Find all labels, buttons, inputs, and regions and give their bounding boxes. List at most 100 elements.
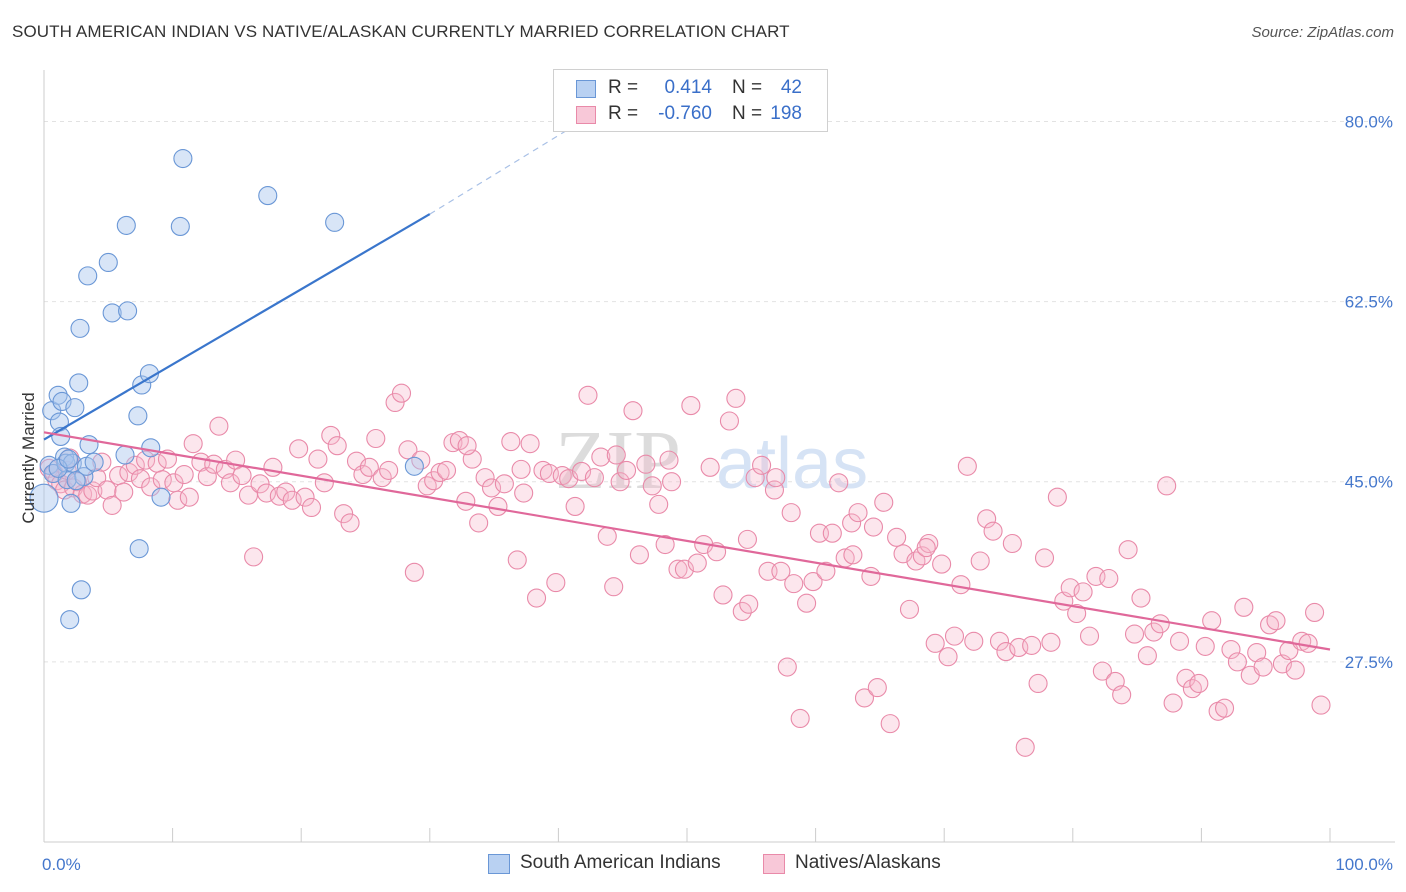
natives-alaskans-point xyxy=(1022,635,1042,655)
natives-alaskans-point xyxy=(1234,597,1254,617)
natives-alaskans-point xyxy=(1092,661,1112,681)
natives-alaskans-point xyxy=(854,688,875,708)
natives-alaskans-point xyxy=(1202,611,1222,631)
south-american-indians-point xyxy=(151,487,171,507)
natives-alaskans-point xyxy=(687,553,707,573)
natives-alaskans-point xyxy=(700,457,720,477)
natives-alaskans-point xyxy=(398,440,418,460)
natives-alaskans-point xyxy=(784,574,804,594)
legend-row-south-american-indians: R = 0.414 N = 42 xyxy=(554,75,827,101)
natives-alaskans-point xyxy=(1182,679,1202,699)
natives-alaskans-point xyxy=(295,487,315,507)
natives-alaskans-point xyxy=(1067,603,1087,624)
natives-alaskans-point xyxy=(183,434,203,454)
natives-alaskans-point xyxy=(578,385,598,405)
natives-alaskans-point xyxy=(1047,487,1067,507)
natives-alaskans-point xyxy=(604,577,624,597)
natives-alaskans-point xyxy=(771,561,791,581)
natives-alaskans-point xyxy=(1169,631,1190,651)
natives-alaskans-point xyxy=(366,428,386,449)
natives-alaskans-point xyxy=(629,545,649,565)
natives-alaskans-point xyxy=(790,708,810,729)
natives-alaskans-point xyxy=(168,490,188,510)
natives-alaskans-point xyxy=(880,714,900,734)
natives-alaskans-point xyxy=(944,626,965,646)
south-american-indians-point xyxy=(61,493,81,513)
natives-alaskans-point xyxy=(1305,602,1325,623)
natives-alaskans-point xyxy=(636,454,656,474)
natives-alaskans-point xyxy=(494,474,514,494)
x-tick-label: 0.0% xyxy=(42,855,81,874)
natives-alaskans-point xyxy=(526,588,547,608)
natives-alaskans-point xyxy=(983,521,1003,541)
south-american-indians-point xyxy=(128,406,148,426)
natives-alaskans-point xyxy=(507,550,527,570)
natives-alaskans-point xyxy=(404,562,424,582)
natives-alaskans-point xyxy=(777,657,797,677)
natives-alaskans-point xyxy=(174,464,194,485)
natives-alaskans-point xyxy=(359,457,379,477)
natives-alaskans-point xyxy=(457,436,477,456)
legend-swatch-pink xyxy=(576,106,596,124)
natives-alaskans-point xyxy=(887,527,907,547)
correlation-legend: R = 0.414 N = 42 R = -0.760 N = 198 xyxy=(553,69,828,132)
south-american-indians-trend-extension xyxy=(429,127,572,215)
natives-alaskans-point xyxy=(379,460,399,480)
natives-alaskans-point xyxy=(340,513,360,533)
natives-alaskans-point xyxy=(1285,660,1305,680)
natives-alaskans-point xyxy=(766,468,786,488)
natives-alaskans-point xyxy=(1163,693,1183,713)
natives-alaskans-point xyxy=(1150,614,1170,634)
natives-alaskans-point xyxy=(584,468,604,488)
grid-layer xyxy=(44,120,1395,663)
axes-layer xyxy=(43,70,1395,843)
natives-alaskans-point xyxy=(797,593,817,613)
natives-alaskans-point xyxy=(1002,533,1022,554)
natives-alaskans-point xyxy=(197,467,217,487)
y-tick-label: 62.5% xyxy=(1345,293,1393,312)
south-american-indians-point xyxy=(71,580,91,600)
south-american-indians-point xyxy=(98,252,118,273)
natives-alaskans-point xyxy=(1041,632,1061,652)
natives-alaskans-point xyxy=(565,496,585,516)
natives-alaskans-point xyxy=(1124,624,1145,644)
natives-alaskans-point xyxy=(822,523,842,543)
natives-alaskans-point xyxy=(321,425,341,445)
natives-alaskans-point xyxy=(610,472,630,492)
natives-alaskans-point xyxy=(263,457,283,477)
natives-alaskans-point xyxy=(1227,652,1247,672)
natives-alaskans-point xyxy=(1073,582,1093,602)
natives-alaskans-point xyxy=(668,559,688,579)
south-american-indians-point xyxy=(70,318,90,338)
natives-alaskans-point xyxy=(843,545,863,565)
natives-alaskans-point xyxy=(863,517,884,537)
natives-alaskans-point xyxy=(353,464,373,485)
south-american-indians-point xyxy=(173,148,193,169)
y-tick-label: 27.5% xyxy=(1345,653,1393,672)
natives-alaskans-point xyxy=(1131,588,1151,608)
natives-alaskans-point xyxy=(314,473,334,493)
natives-alaskans-point xyxy=(501,432,521,452)
natives-alaskans-point xyxy=(899,599,920,619)
natives-alaskans-point xyxy=(623,401,643,421)
natives-alaskans-point xyxy=(1112,685,1132,705)
natives-alaskans-point xyxy=(1015,737,1035,757)
natives-alaskans-point xyxy=(244,547,264,567)
natives-alaskans-point xyxy=(829,473,849,493)
natives-alaskans-point xyxy=(1137,646,1157,666)
natives-alaskans-point xyxy=(436,460,457,480)
legend-r-label: R = xyxy=(608,77,639,98)
south-american-indians-point xyxy=(258,186,278,206)
south-american-indians-point xyxy=(58,449,78,469)
natives-alaskans-point xyxy=(456,491,476,511)
natives-alaskans-point xyxy=(951,575,971,595)
natives-alaskans-point xyxy=(803,572,823,592)
natives-alaskans-point xyxy=(1247,643,1267,663)
natives-alaskans-point xyxy=(925,633,945,653)
legend-n-label: N = xyxy=(732,103,763,124)
natives-alaskans-point xyxy=(1189,673,1209,694)
natives-alaskans-point xyxy=(739,594,759,614)
natives-alaskans-point xyxy=(916,538,936,558)
natives-alaskans-point xyxy=(1214,698,1235,718)
